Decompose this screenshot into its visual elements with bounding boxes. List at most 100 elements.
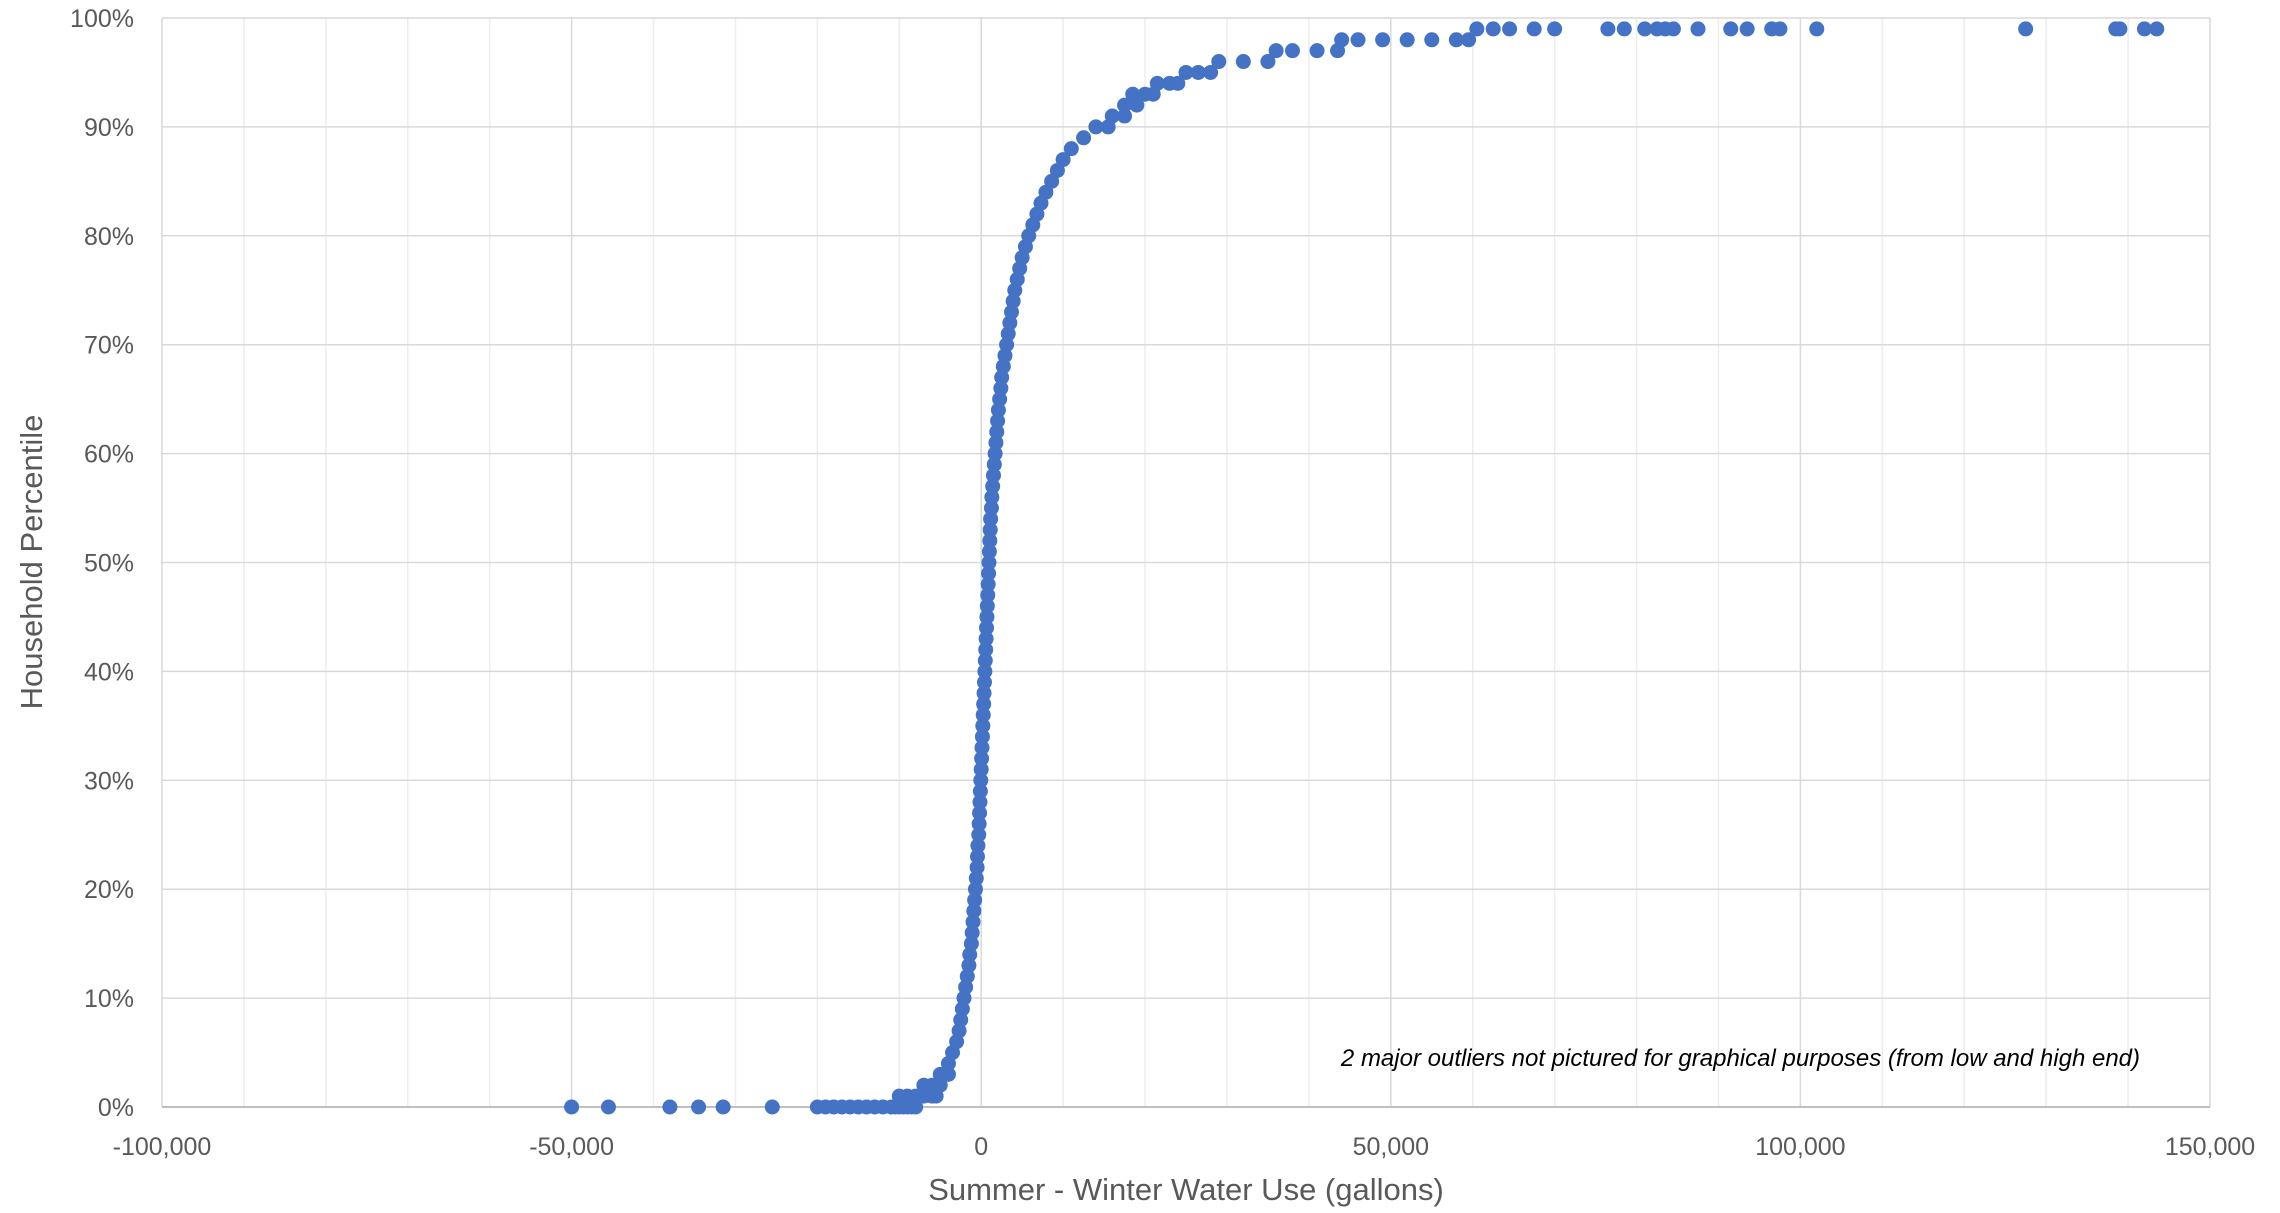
data-point (970, 838, 986, 854)
data-point (973, 772, 989, 788)
y-tick-label: 100% (70, 5, 134, 33)
chart-annotation: 2 major outliers not pictured for graphi… (1340, 1045, 2140, 1072)
data-point (1616, 21, 1632, 37)
data-point (972, 783, 988, 799)
data-point (1334, 32, 1350, 48)
data-point (1284, 43, 1300, 59)
data-point (1309, 43, 1325, 59)
data-point (764, 1099, 780, 1115)
data-point (979, 609, 995, 625)
data-point (932, 1077, 948, 1093)
data-point (971, 827, 987, 843)
data-point (981, 555, 997, 570)
data-point (963, 936, 979, 952)
x-tick-label: 100,000 (1755, 1133, 1845, 1161)
data-point (1063, 141, 1079, 157)
data-point (971, 816, 987, 832)
data-point (968, 870, 984, 886)
data-point (1448, 32, 1464, 48)
data-point (1399, 32, 1415, 48)
data-point (1235, 54, 1251, 70)
data-point (961, 957, 977, 973)
data-point (1178, 64, 1194, 80)
data-point (1211, 54, 1227, 70)
data-point (1502, 21, 1518, 37)
x-tick-labels: -100,000 -50,000 0 50,000 100,000 150,000 (113, 1133, 2256, 1161)
data-point (2136, 21, 2152, 37)
data-point (966, 903, 982, 919)
y-tick-label: 70% (84, 332, 134, 360)
data-point (981, 544, 997, 560)
y-tick-label: 20% (84, 876, 134, 904)
y-tick-label: 90% (84, 114, 134, 142)
data-point (715, 1099, 731, 1115)
data-point (1125, 86, 1141, 102)
data-point (1375, 32, 1391, 48)
data-point (970, 849, 986, 865)
data-point (1485, 21, 1501, 37)
data-point (983, 511, 999, 527)
data-point (1055, 152, 1071, 168)
data-point (985, 478, 1001, 494)
data-point (977, 653, 993, 669)
data-point (1739, 21, 1755, 37)
y-tick-label: 0% (98, 1094, 134, 1122)
data-point (989, 424, 1005, 440)
data-point (974, 751, 990, 767)
y-tick-label: 40% (84, 658, 134, 686)
data-point (980, 576, 996, 592)
data-point (1117, 97, 1133, 113)
y-tick-label: 30% (84, 767, 134, 795)
data-point (988, 435, 1004, 451)
data-point (976, 685, 992, 701)
data-point (1350, 32, 1366, 48)
data-point (975, 707, 991, 723)
data-point (1526, 21, 1542, 37)
x-tick-label: -50,000 (529, 1133, 614, 1161)
data-point (1170, 75, 1186, 91)
data-point (972, 794, 988, 810)
data-point (972, 805, 988, 821)
data-point (1637, 21, 1653, 37)
data-point (1772, 21, 1788, 37)
data-point (1547, 21, 1563, 37)
data-point (969, 859, 985, 875)
data-point (600, 1099, 616, 1115)
data-point (1268, 43, 1284, 59)
data-point (990, 402, 1006, 418)
data-point (987, 446, 1003, 462)
data-point (967, 881, 983, 897)
data-point (993, 380, 1009, 396)
data-point (1190, 64, 1206, 80)
data-point (974, 740, 990, 756)
y-tick-label: 80% (84, 223, 134, 251)
data-point (992, 391, 1008, 407)
data-point (965, 914, 981, 930)
data-point (985, 467, 1001, 483)
data-point (964, 925, 980, 941)
data-point (982, 522, 998, 538)
data-point (978, 631, 994, 647)
data-point (976, 696, 992, 712)
data-point (982, 533, 998, 549)
data-point (977, 663, 993, 679)
data-point (1469, 21, 1485, 37)
data-point (974, 729, 990, 745)
data-point (564, 1099, 580, 1115)
data-point (2018, 21, 2034, 37)
x-tick-label: 0 (974, 1133, 988, 1161)
data-point (981, 565, 997, 581)
data-point (1809, 21, 1825, 37)
x-tick-label: -100,000 (113, 1133, 212, 1161)
data-point (1723, 21, 1739, 37)
y-tick-label: 50% (84, 550, 134, 578)
data-point (1424, 32, 1440, 48)
data-points (564, 21, 2165, 1115)
data-point (2112, 21, 2128, 37)
data-point (980, 587, 996, 603)
data-point (1117, 108, 1133, 124)
data-point (984, 489, 1000, 505)
data-point (1600, 21, 1616, 37)
data-point (973, 761, 989, 777)
